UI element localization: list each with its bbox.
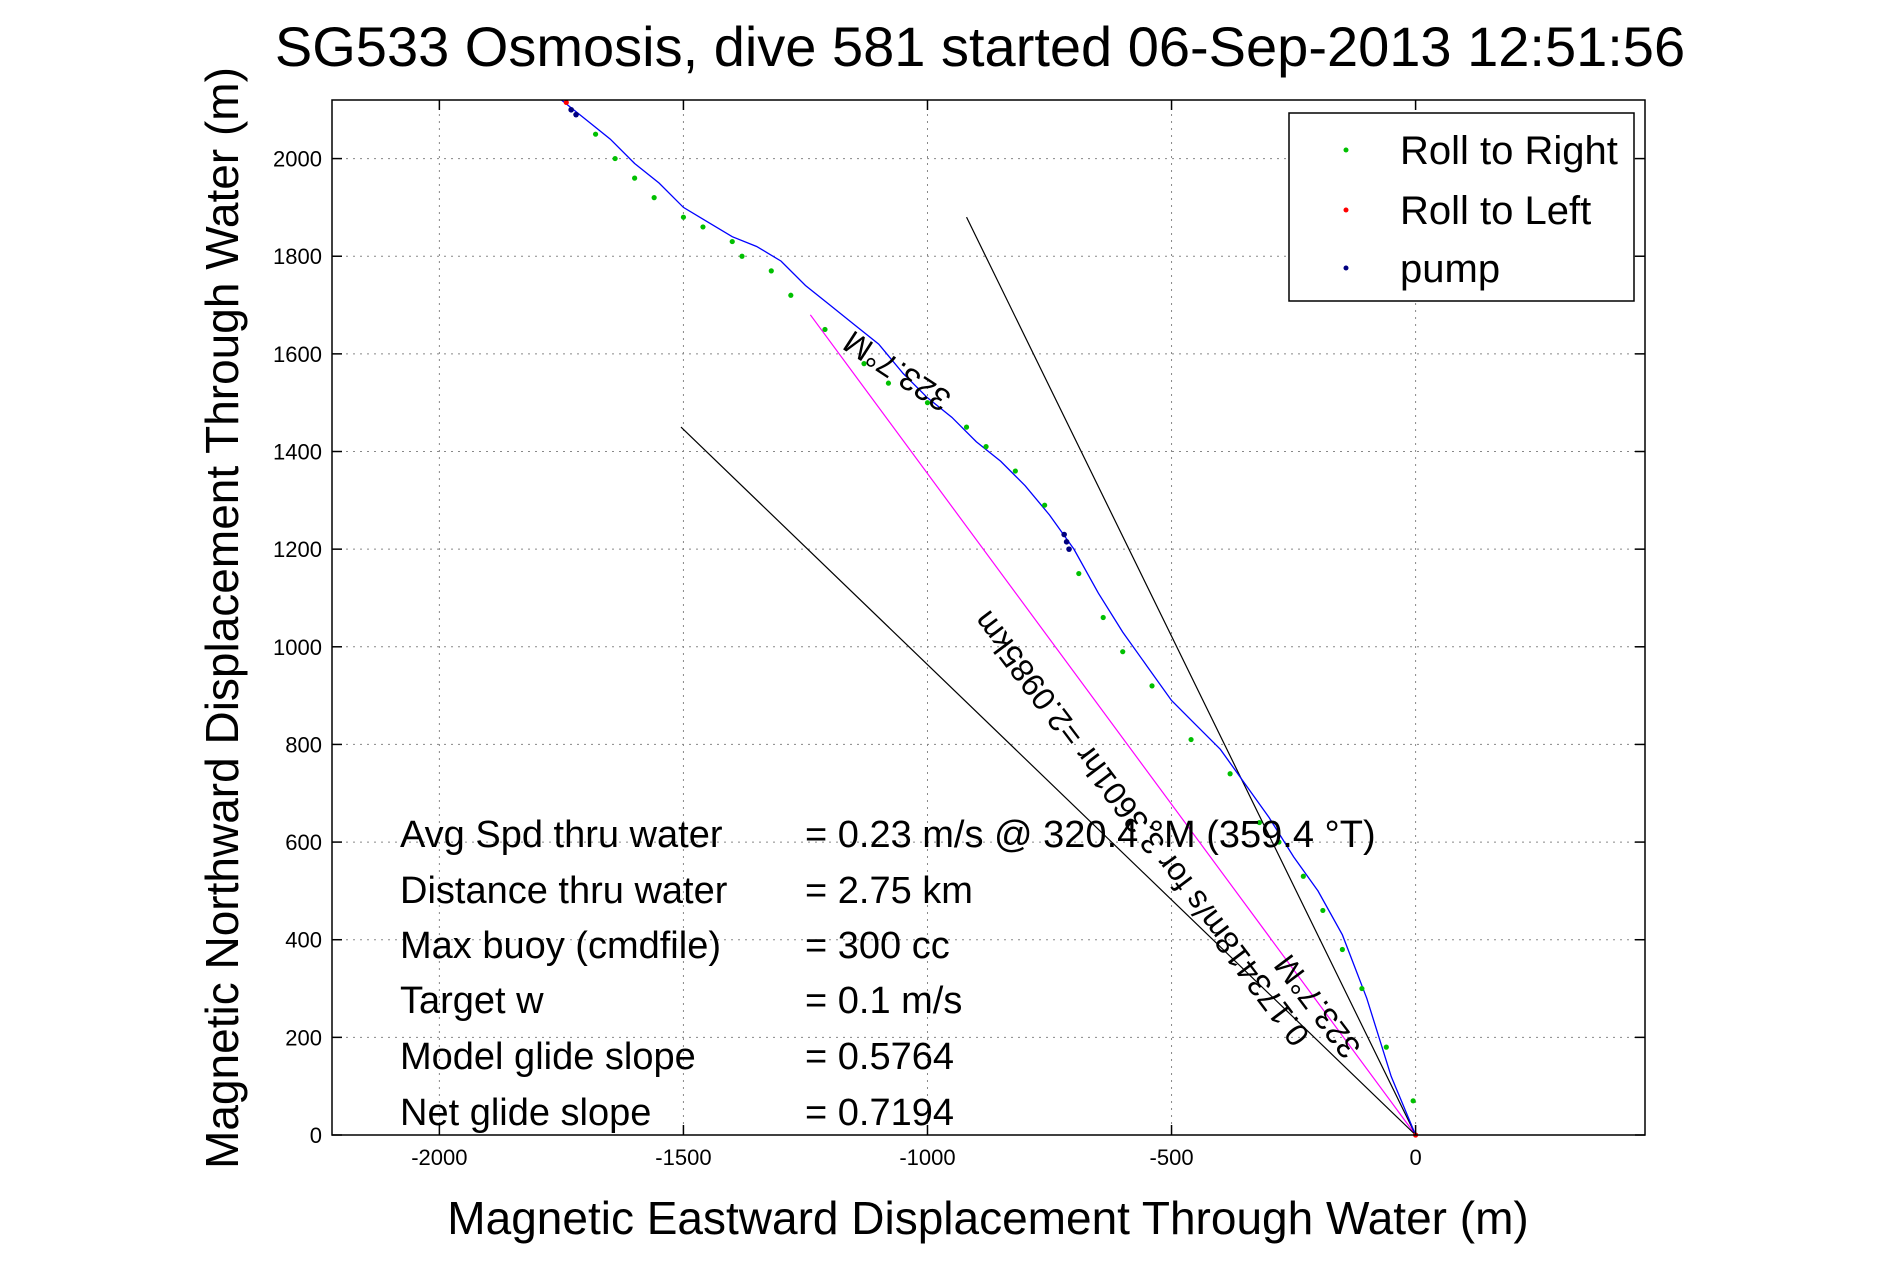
roll-right-point: [612, 155, 618, 162]
y-tick-label: 1800: [273, 244, 322, 269]
axis-ticks: -2000 -1500 -1000 -500 0 0 200 400 600 800 1000 120…: [273, 100, 1645, 1170]
roll-right-point: [729, 238, 735, 245]
x-tick-label: -500: [1150, 1145, 1194, 1170]
stat-value: = 0.7194: [805, 1092, 954, 1134]
dive-track: [561, 99, 1417, 1136]
roll-right-point: [963, 424, 970, 430]
roll-right-point: [592, 131, 599, 137]
roll-right-point: [1320, 907, 1326, 914]
roll-right-point: [1339, 946, 1345, 953]
y-tick-label: 600: [285, 830, 322, 855]
pump-point: [1063, 539, 1070, 545]
stat-label: Max buoy (cmdfile): [400, 925, 721, 967]
x-tick-label: -1000: [899, 1145, 955, 1170]
stat-label: Distance thru water: [400, 870, 728, 912]
y-tick-label: 1000: [273, 635, 322, 660]
stat-label: Avg Spd thru water: [400, 814, 723, 856]
pump-point: [1066, 546, 1072, 552]
roll-points: [563, 99, 1419, 1138]
roll-right-point: [983, 444, 989, 450]
stat-value: = 2.75 km: [805, 870, 973, 912]
roll-right-point: [1042, 502, 1048, 508]
roll-right-point: [1410, 1098, 1416, 1104]
legend-marker-roll-right: [1343, 147, 1349, 153]
chart-title: SG533 Osmosis, dive 581 started 06-Sep-2…: [275, 15, 1685, 78]
roll-right-point: [822, 326, 828, 333]
roll-right-point: [1276, 839, 1282, 845]
reference-line-course: [809, 314, 1417, 1136]
legend-label-roll-left: Roll to Left: [1400, 189, 1591, 233]
roll-right-point: [1120, 649, 1126, 655]
stat-value: = 300 cc: [805, 925, 950, 967]
roll-left-point: [563, 99, 569, 106]
legend: Roll to Right Roll to Left pump: [1288, 112, 1635, 302]
reference-lines: [680, 216, 1417, 1136]
roll-right-point: [1149, 683, 1155, 689]
roll-right-point: [1227, 771, 1233, 777]
roll-right-point: [680, 214, 687, 220]
stat-value: = 0.1 m/s: [805, 980, 962, 1022]
y-tick-label: 1200: [273, 537, 322, 562]
y-axis-label: Magnetic Northward Displacement Through …: [196, 67, 248, 1169]
pump-point: [1061, 531, 1067, 538]
y-tick-label: 1400: [273, 440, 322, 465]
legend-marker-roll-left: [1343, 207, 1349, 213]
plot-frame: [331, 99, 1646, 1136]
y-tick-label: 1600: [273, 342, 322, 367]
roll-right-point: [924, 400, 931, 406]
dive-stats: Avg Spd thru water = 0.23 m/s @ 320.4 °M …: [400, 814, 1376, 1134]
grid: [332, 100, 1645, 1136]
roll-right-point: [1359, 985, 1365, 992]
roll-right-point: [768, 268, 774, 274]
pump-point: [573, 111, 579, 118]
roll-right-point: [632, 175, 638, 181]
y-tick-label: 0: [310, 1123, 322, 1148]
stat-label: Model glide slope: [400, 1036, 696, 1078]
x-tick-label: -1500: [655, 1145, 711, 1170]
roll-right-point: [1300, 873, 1306, 879]
x-axis-label: Magnetic Eastward Displacement Through W…: [447, 1192, 1528, 1244]
y-tick-label: 2000: [273, 147, 322, 172]
roll-right-point: [861, 361, 867, 367]
y-tick-label: 200: [285, 1025, 322, 1050]
stat-value: = 0.23 m/s @ 320.4 °M (359.4 °T): [805, 814, 1376, 856]
x-tick-label: 0: [1409, 1145, 1421, 1170]
reference-line-bound-lower: [680, 426, 1417, 1136]
stat-label: Net glide slope: [400, 1092, 651, 1134]
roll-right-point: [1012, 468, 1018, 474]
y-tick-label: 400: [285, 928, 322, 953]
legend-label-pump: pump: [1400, 247, 1500, 291]
stat-label: Target w: [400, 980, 544, 1022]
roll-right-point: [1256, 819, 1262, 826]
stat-value: = 0.5764: [805, 1036, 954, 1078]
roll-right-point: [1100, 614, 1106, 621]
legend-marker-pump: [1343, 265, 1349, 271]
roll-right-point: [788, 292, 794, 298]
roll-right-point: [1076, 570, 1082, 577]
roll-right-point: [739, 253, 745, 259]
roll-right-point: [1383, 1044, 1389, 1050]
roll-right-point: [885, 380, 892, 386]
roll-right-point: [651, 195, 657, 201]
legend-label-roll-right: Roll to Right: [1400, 129, 1618, 173]
pump-point: [568, 106, 574, 113]
track-line: [561, 99, 1417, 1136]
roll-right-point: [700, 224, 706, 230]
y-tick-label: 800: [285, 732, 322, 757]
x-tick-label: -2000: [411, 1145, 467, 1170]
roll-right-point: [1188, 736, 1194, 743]
reference-line-bound-upper: [965, 216, 1417, 1136]
